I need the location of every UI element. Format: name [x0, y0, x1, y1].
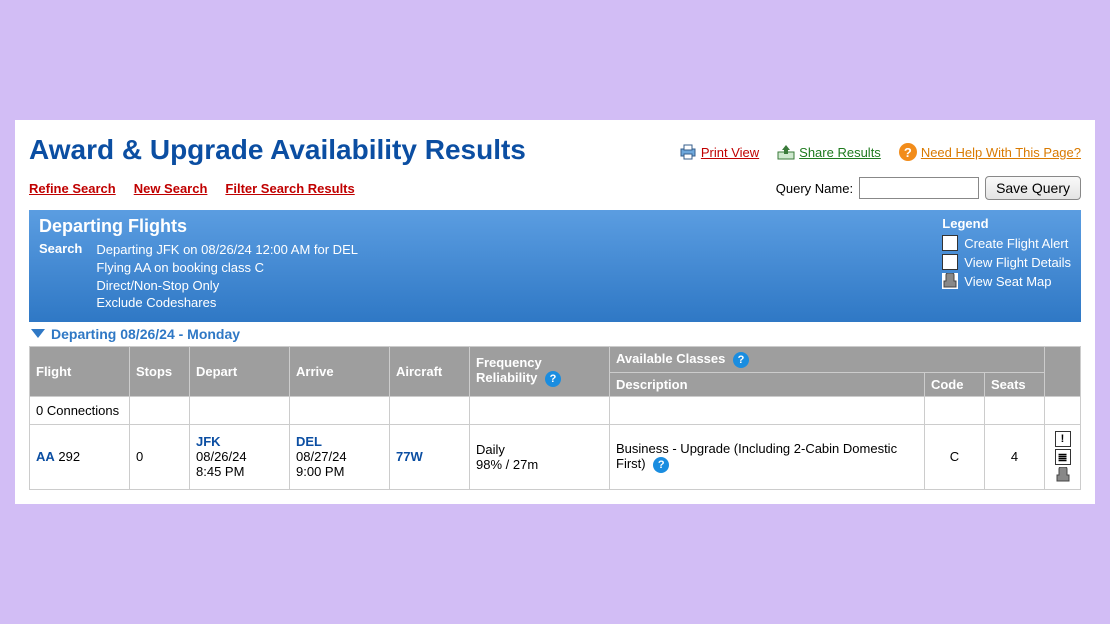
- view-details-button[interactable]: [1055, 449, 1071, 465]
- view-seat-map-button[interactable]: [1055, 467, 1071, 483]
- connections-row: 0 Connections: [30, 396, 1081, 424]
- legend-create-alert[interactable]: ! Create Flight Alert: [942, 235, 1071, 251]
- flight-row: AA 292 0 JFK 08/26/24 8:45 PM DEL 08/27/…: [30, 424, 1081, 489]
- depart-airport[interactable]: JFK: [196, 434, 221, 449]
- freq-rel-cell: Daily 98% / 27m: [470, 424, 610, 489]
- date-section-toggle[interactable]: Departing 08/26/24 - Monday: [29, 322, 1081, 346]
- th-description: Description: [610, 372, 925, 396]
- search-criteria: Departing JFK on 08/26/24 12:00 AM for D…: [96, 241, 358, 311]
- query-name-group: Query Name: Save Query: [776, 176, 1081, 200]
- page-title: Award & Upgrade Availability Results: [29, 134, 526, 166]
- th-freq-rel: Frequency Reliability ?: [470, 346, 610, 396]
- refine-search-link[interactable]: Refine Search: [29, 181, 116, 196]
- query-name-label: Query Name:: [776, 181, 853, 196]
- share-icon: [777, 144, 795, 160]
- th-flight: Flight: [30, 346, 130, 396]
- help-icon: ?: [899, 143, 917, 161]
- results-panel: Award & Upgrade Availability Results Pri…: [15, 120, 1095, 503]
- connections-cell: 0 Connections: [30, 396, 130, 424]
- frequency-value: Daily: [476, 442, 505, 457]
- search-line: Exclude Codeshares: [96, 294, 358, 312]
- date-header-text: Departing 08/26/24 - Monday: [51, 326, 240, 342]
- aircraft-cell: 77W: [390, 424, 470, 489]
- create-alert-button[interactable]: !: [1055, 431, 1071, 447]
- seat-icon: [942, 273, 958, 289]
- search-summary-bar: Departing Flights Search Departing JFK o…: [29, 210, 1081, 321]
- chevron-down-icon: [31, 329, 45, 338]
- print-icon: [679, 144, 697, 160]
- search-line: Departing JFK on 08/26/24 12:00 AM for D…: [96, 241, 358, 259]
- depart-time: 8:45 PM: [196, 464, 244, 479]
- print-view-link[interactable]: Print View: [701, 145, 759, 160]
- carrier-code[interactable]: AA: [36, 449, 55, 464]
- filter-results-link[interactable]: Filter Search Results: [225, 181, 354, 196]
- th-frequency: Frequency: [476, 355, 542, 370]
- legend-details-label: View Flight Details: [964, 255, 1071, 270]
- legend-seat-label: View Seat Map: [964, 274, 1051, 289]
- th-stops: Stops: [130, 346, 190, 396]
- query-name-input[interactable]: [859, 177, 979, 199]
- legend-view-details[interactable]: View Flight Details: [942, 254, 1071, 270]
- th-aircraft: Aircraft: [390, 346, 470, 396]
- th-depart: Depart: [190, 346, 290, 396]
- reliability-value: 98% / 27m: [476, 457, 538, 472]
- arrive-time: 9:00 PM: [296, 464, 344, 479]
- legend: Legend ! Create Flight Alert View Flight…: [942, 216, 1071, 311]
- sub-bar: Refine Search New Search Filter Search R…: [29, 176, 1081, 200]
- new-search-link[interactable]: New Search: [134, 181, 208, 196]
- flight-number: 292: [58, 449, 80, 464]
- arrive-date: 08/27/24: [296, 449, 347, 464]
- legend-heading: Legend: [942, 216, 1071, 231]
- actions-cell: !: [1045, 424, 1081, 489]
- details-icon: [942, 254, 958, 270]
- aircraft-code[interactable]: 77W: [396, 449, 423, 464]
- arrive-cell: DEL 08/27/24 9:00 PM: [290, 424, 390, 489]
- help-icon[interactable]: ?: [733, 352, 749, 368]
- legend-alert-label: Create Flight Alert: [964, 236, 1068, 251]
- search-line: Direct/Non-Stop Only: [96, 277, 358, 295]
- th-code: Code: [924, 372, 984, 396]
- sublinks: Refine Search New Search Filter Search R…: [29, 181, 355, 196]
- top-links: Print View Share Results ? Need Help Wit…: [679, 143, 1081, 161]
- search-line: Flying AA on booking class C: [96, 259, 358, 277]
- th-seats: Seats: [984, 372, 1044, 396]
- alert-icon: !: [942, 235, 958, 251]
- need-help-link[interactable]: Need Help With This Page?: [921, 145, 1081, 160]
- help-icon[interactable]: ?: [653, 457, 669, 473]
- legend-view-seat-map[interactable]: View Seat Map: [942, 273, 1071, 289]
- share-results-link[interactable]: Share Results: [799, 145, 881, 160]
- flights-table: Flight Stops Depart Arrive Aircraft Freq…: [29, 346, 1081, 490]
- depart-date: 08/26/24: [196, 449, 247, 464]
- th-reliability: Reliability: [476, 370, 537, 385]
- help-icon[interactable]: ?: [545, 371, 561, 387]
- stops-cell: 0: [130, 424, 190, 489]
- th-arrive: Arrive: [290, 346, 390, 396]
- departing-flights-heading: Departing Flights: [39, 216, 358, 237]
- top-bar: Award & Upgrade Availability Results Pri…: [29, 130, 1081, 174]
- class-desc-cell: Business - Upgrade (Including 2-Cabin Do…: [610, 424, 925, 489]
- depart-cell: JFK 08/26/24 8:45 PM: [190, 424, 290, 489]
- th-actions-blank: [1045, 346, 1081, 396]
- class-code-cell: C: [924, 424, 984, 489]
- search-label: Search: [39, 241, 82, 311]
- flight-cell: AA 292: [30, 424, 130, 489]
- seats-cell: 4: [984, 424, 1044, 489]
- save-query-button[interactable]: Save Query: [985, 176, 1081, 200]
- th-available-classes: Available Classes ?: [610, 346, 1045, 372]
- arrive-airport[interactable]: DEL: [296, 434, 322, 449]
